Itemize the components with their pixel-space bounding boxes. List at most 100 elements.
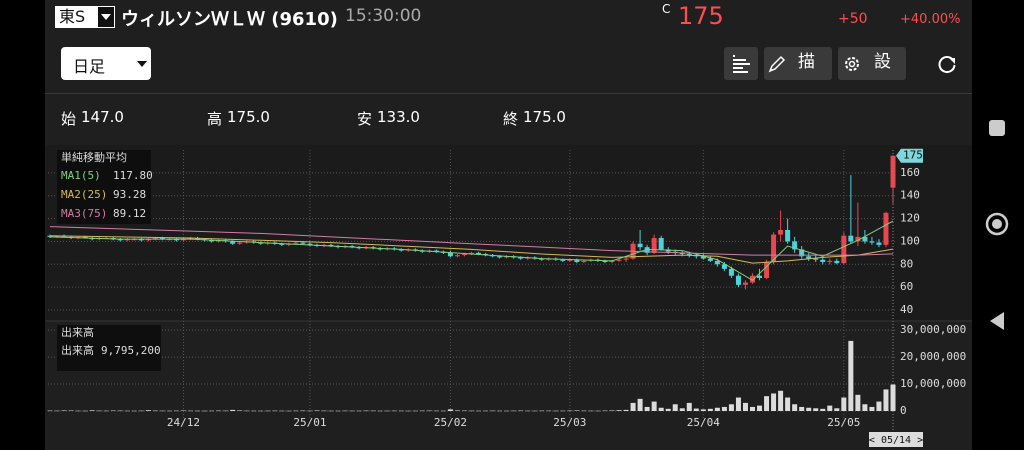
candle-body bbox=[447, 252, 453, 257]
volume-bar bbox=[328, 410, 334, 412]
candle-body bbox=[778, 230, 784, 235]
volume-bar bbox=[672, 404, 678, 411]
volume-bar bbox=[223, 410, 229, 412]
volume-bar bbox=[145, 410, 151, 411]
market-arrow[interactable] bbox=[97, 6, 115, 28]
candle-body bbox=[799, 249, 805, 257]
candle-body bbox=[764, 262, 770, 278]
volume-bar bbox=[314, 410, 320, 411]
volume-bar bbox=[834, 408, 840, 411]
candle-body bbox=[841, 235, 847, 264]
quote-label: 終 bbox=[503, 110, 519, 128]
draw-button[interactable]: 描画 bbox=[764, 47, 832, 80]
volume-bar bbox=[595, 410, 601, 412]
candle-body bbox=[307, 243, 313, 245]
candle-body bbox=[138, 239, 144, 241]
volume-bar bbox=[405, 410, 411, 412]
volume-bar bbox=[546, 410, 552, 412]
volume-bar bbox=[279, 410, 285, 412]
period: 日足 bbox=[73, 57, 106, 76]
legend-box bbox=[57, 325, 161, 371]
volume-bar bbox=[764, 396, 770, 411]
refresh-button[interactable] bbox=[935, 52, 959, 76]
period-select[interactable]: 日足 bbox=[61, 47, 151, 80]
candle-body bbox=[771, 234, 777, 262]
y-tick-label: 30,000,000 bbox=[900, 323, 966, 336]
quote-value: 147.0 bbox=[81, 108, 124, 126]
volume-bar bbox=[82, 410, 88, 412]
volume-bar bbox=[244, 410, 250, 412]
volume-bar bbox=[525, 410, 531, 412]
volume-bar bbox=[890, 384, 896, 411]
legend-value: 93.28 bbox=[113, 188, 146, 201]
candle-body bbox=[504, 256, 510, 258]
x-tick-label: 25/02 bbox=[434, 416, 467, 429]
candle-body bbox=[124, 239, 130, 241]
candle-body bbox=[82, 236, 88, 238]
volume-bar bbox=[511, 410, 517, 412]
candle-body bbox=[47, 235, 53, 237]
settings-button[interactable]: 設定 bbox=[838, 47, 906, 80]
x-tick-label: 25/01 bbox=[293, 416, 326, 429]
price-flag: C bbox=[662, 2, 671, 16]
volume-bar bbox=[61, 410, 67, 411]
legend-title: 出来高 bbox=[61, 325, 94, 339]
volume-bar bbox=[419, 410, 425, 412]
volume-bar bbox=[307, 410, 313, 412]
volume-bar bbox=[461, 410, 467, 412]
candle-body bbox=[623, 258, 629, 260]
candle-body bbox=[883, 212, 889, 245]
candle-body bbox=[637, 243, 643, 248]
volume-bar bbox=[370, 410, 376, 412]
y-tick-label: 140 bbox=[900, 189, 920, 202]
volume-bar bbox=[321, 410, 327, 412]
separator bbox=[45, 93, 972, 94]
y-tick-label: 100 bbox=[900, 234, 920, 247]
x-tick-label: 25/04 bbox=[687, 416, 720, 429]
volume-bar bbox=[658, 407, 664, 411]
volume-bar bbox=[637, 398, 643, 411]
bars-button[interactable] bbox=[724, 47, 758, 80]
volume-bar bbox=[827, 405, 833, 411]
candle-body bbox=[293, 242, 299, 244]
quote-value: 175.0 bbox=[227, 108, 270, 126]
candle-body bbox=[869, 241, 875, 243]
legend-box bbox=[57, 150, 151, 224]
y-tick-label: 20,000,000 bbox=[900, 350, 966, 363]
candle-body bbox=[497, 256, 503, 258]
volume-bar bbox=[237, 410, 243, 411]
volume-bar bbox=[251, 410, 257, 412]
candle-body bbox=[686, 254, 692, 256]
volume-bar bbox=[757, 405, 763, 411]
candle-body bbox=[117, 239, 123, 241]
volume-bar bbox=[124, 410, 130, 412]
candle-body bbox=[433, 250, 439, 252]
candle-body bbox=[518, 257, 524, 259]
volume-bar bbox=[869, 406, 875, 411]
market-select[interactable]: 東S bbox=[55, 6, 101, 28]
volume-bar bbox=[454, 410, 460, 411]
candle-body bbox=[152, 238, 158, 240]
candle-body bbox=[848, 235, 854, 242]
volume-bar bbox=[47, 410, 53, 412]
candle-body bbox=[461, 254, 467, 256]
volume-bar bbox=[876, 401, 882, 411]
candle-body bbox=[707, 258, 713, 261]
volume-bar bbox=[110, 410, 116, 412]
volume-bar bbox=[131, 410, 137, 412]
volume-bar bbox=[363, 410, 369, 412]
volume-bar bbox=[581, 410, 587, 412]
legend-title: 単純移動平均 bbox=[61, 150, 127, 164]
candle-body bbox=[827, 260, 833, 262]
candle-body bbox=[876, 242, 882, 245]
price-tag-label: 175 bbox=[903, 149, 923, 162]
candle-body bbox=[651, 238, 657, 253]
volume-bar bbox=[532, 410, 538, 412]
volume-bar bbox=[771, 393, 777, 411]
volume-bar bbox=[180, 410, 186, 412]
volume-bar bbox=[806, 407, 812, 411]
price: 175 bbox=[678, 2, 724, 30]
volume-bar bbox=[391, 410, 397, 412]
candle-body bbox=[609, 260, 615, 262]
